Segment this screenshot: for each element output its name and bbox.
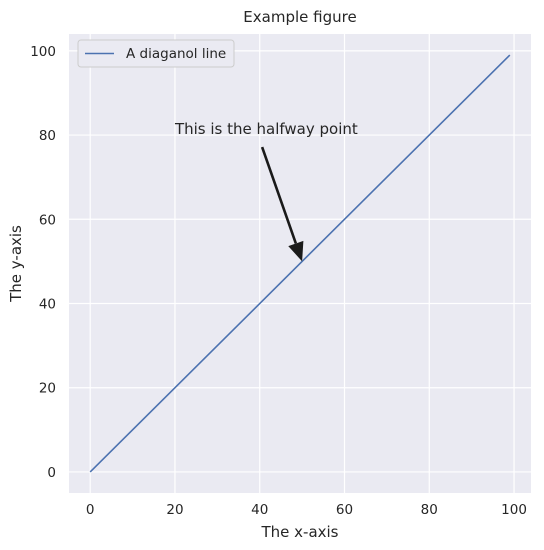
legend-label: A diaganol line	[126, 46, 226, 62]
y-tick-label: 0	[47, 465, 56, 481]
legend-box	[77, 39, 235, 68]
y-tick-label: 80	[39, 128, 56, 144]
y-tick-label: 40	[39, 297, 56, 313]
y-tick-label: 20	[39, 381, 56, 397]
tick-labels: 0 20 40 60 80 100 0 20 40 60 80 100	[30, 44, 527, 518]
x-axis-title: The x-axis	[260, 523, 338, 541]
x-tick-label: 100	[501, 502, 527, 518]
series-line	[89, 54, 511, 473]
chart-title: Example figure	[243, 8, 356, 26]
series-layer	[89, 54, 511, 473]
annotation-layer: This is the halfway point	[174, 120, 358, 262]
x-tick-label: 60	[336, 502, 353, 518]
grid	[69, 34, 531, 493]
x-tick-label: 80	[421, 502, 438, 518]
x-tick-label: 0	[86, 502, 95, 518]
annotation-text: This is the halfway point	[174, 120, 358, 138]
legend: A diaganol line	[77, 39, 235, 68]
y-axis-title: The y-axis	[7, 225, 25, 303]
y-tick-label: 100	[30, 44, 56, 60]
y-tick-label: 60	[39, 212, 56, 228]
annotation-arrow-head	[288, 240, 304, 262]
x-tick-label: 40	[251, 502, 268, 518]
x-tick-label: 20	[166, 502, 183, 518]
annotation-arrow-shaft	[260, 146, 298, 244]
